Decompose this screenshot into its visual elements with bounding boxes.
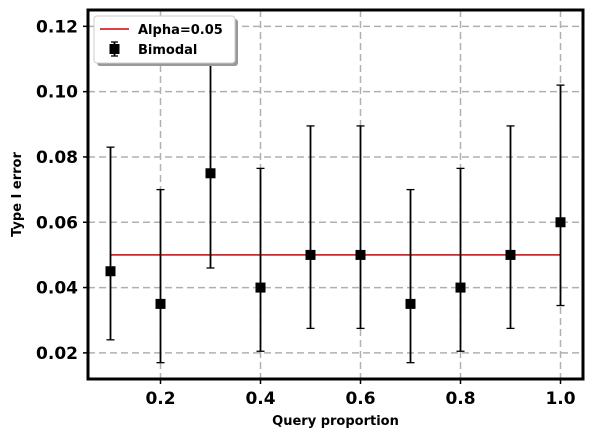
point-marker bbox=[355, 249, 366, 260]
x-tick-label: 0.6 bbox=[345, 389, 375, 409]
y-axis-label: Type I error bbox=[10, 152, 25, 237]
data-point bbox=[505, 125, 516, 330]
bimodal-series bbox=[105, 42, 566, 364]
y-tick-label: 0.08 bbox=[36, 148, 78, 168]
point-marker bbox=[455, 282, 466, 293]
data-point bbox=[105, 146, 116, 341]
legend-bimodal-swatch bbox=[109, 41, 120, 57]
point-marker bbox=[155, 298, 166, 309]
point-marker bbox=[105, 266, 116, 277]
legend-box bbox=[93, 15, 236, 64]
legend-bimodal-label: Bimodal bbox=[138, 43, 197, 58]
y-tick-label: 0.04 bbox=[36, 279, 78, 299]
point-marker bbox=[205, 168, 216, 179]
data-point bbox=[155, 188, 166, 364]
point-marker bbox=[305, 249, 316, 260]
data-point bbox=[355, 125, 366, 330]
x-axis-label: Query proportion bbox=[272, 414, 399, 429]
y-axis: 0.02 0.04 0.06 0.08 0.10 0.12 bbox=[36, 17, 88, 364]
y-tick-label: 0.02 bbox=[36, 344, 78, 364]
plot-frame bbox=[86, 8, 585, 381]
x-tick-label: 0.4 bbox=[245, 389, 275, 409]
point-marker bbox=[505, 249, 516, 260]
y-tick-label: 0.10 bbox=[36, 83, 78, 103]
point-marker bbox=[405, 298, 416, 309]
point-marker bbox=[555, 217, 566, 228]
x-tick-label: 1.0 bbox=[545, 389, 575, 409]
x-tick-label: 0.8 bbox=[445, 389, 475, 409]
x-tick-label: 0.2 bbox=[145, 389, 175, 409]
x-axis: 0.2 0.4 0.6 0.8 1.0 bbox=[145, 379, 576, 409]
y-tick-label: 0.12 bbox=[36, 17, 78, 37]
data-point bbox=[305, 125, 316, 330]
y-tick-label: 0.06 bbox=[36, 213, 78, 233]
data-point bbox=[555, 84, 566, 307]
data-point bbox=[255, 167, 266, 352]
legend-alpha-label: Alpha=0.05 bbox=[138, 23, 223, 38]
legend: Alpha=0.05 Bimodal bbox=[93, 15, 238, 66]
data-point bbox=[455, 167, 466, 352]
point-marker bbox=[255, 282, 266, 293]
data-point bbox=[405, 188, 416, 364]
